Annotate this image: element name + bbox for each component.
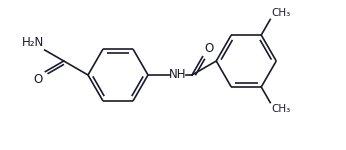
Text: NH: NH bbox=[169, 69, 187, 81]
Text: CH₃: CH₃ bbox=[271, 103, 291, 114]
Text: O: O bbox=[34, 73, 43, 86]
Text: H₂N: H₂N bbox=[21, 36, 44, 49]
Text: CH₃: CH₃ bbox=[271, 8, 291, 18]
Text: O: O bbox=[204, 42, 213, 55]
